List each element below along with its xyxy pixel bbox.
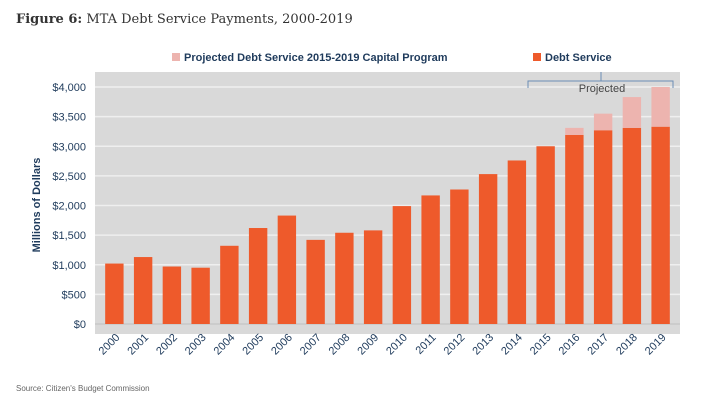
bar-debt-service [162, 266, 182, 324]
bar-debt-service [622, 127, 642, 324]
bar-projected [593, 113, 613, 131]
bar-debt-service [536, 146, 555, 324]
y-tick-label: $3,500 [52, 112, 86, 124]
y-tick-label: $1,500 [52, 230, 86, 242]
bar-debt-service [478, 174, 498, 324]
bar-debt-service [450, 189, 469, 324]
bar-debt-service [105, 263, 124, 324]
y-tick-label: $2,000 [52, 201, 86, 213]
bar-debt-service [392, 206, 412, 324]
legend-swatch-projected [172, 53, 180, 61]
x-tick-label: 2003 [183, 332, 209, 358]
y-tick-label: $1,000 [52, 260, 86, 272]
bar-debt-service [363, 230, 383, 324]
x-tick-label: 2015 [528, 332, 554, 358]
bar-debt-service [306, 239, 325, 324]
x-tick-label: 2010 [384, 332, 410, 358]
x-tick-label: 2018 [614, 332, 640, 358]
projected-bracket [527, 72, 674, 88]
y-tick-label: $4,000 [52, 82, 86, 94]
x-tick-label: 2013 [470, 332, 496, 358]
bar-debt-service [133, 257, 153, 324]
y-tick-label: $500 [62, 289, 86, 301]
x-tick-label: 2012 [442, 332, 468, 358]
x-tick-label: 2011 [414, 332, 439, 357]
x-tick-label: 2014 [499, 332, 525, 358]
bar-debt-service [220, 245, 239, 324]
bar-projected [622, 97, 642, 128]
bar-debt-service [421, 195, 440, 324]
x-tick-label: 2001 [125, 332, 151, 358]
y-axis-label: Millions of Dollars [31, 158, 43, 253]
bar-debt-service [335, 232, 354, 324]
y-tick-label: $3,000 [52, 141, 86, 153]
x-tick-label: 2016 [557, 332, 583, 358]
legend-swatch-debt-service [533, 53, 541, 61]
figure-title-text: MTA Debt Service Payments, 2000-2019 [86, 12, 353, 27]
x-tick-label: 2006 [269, 332, 295, 358]
figure-title: Figure 6: MTA Debt Service Payments, 200… [16, 12, 353, 27]
bar-debt-service [248, 228, 268, 324]
source-note: Source: Citizen's Budget Commission [16, 384, 150, 393]
x-tick-label: 2008 [327, 332, 353, 358]
legend: Projected Debt Service 2015-2019 Capital… [172, 52, 612, 64]
x-tick-label: 2002 [154, 332, 180, 358]
y-tick-label: $0 [74, 319, 86, 331]
projected-annotation: Projected [579, 83, 625, 95]
legend-label-debt-service: Debt Service [545, 52, 612, 64]
figure-number: Figure 6: [16, 12, 83, 27]
x-tick-label: 2000 [97, 332, 123, 358]
x-tick-label: 2019 [643, 332, 669, 358]
x-tick-label: 2004 [212, 332, 238, 358]
bar-debt-service [277, 215, 297, 324]
bar-debt-service [593, 130, 613, 324]
y-tick-label: $2,500 [52, 171, 86, 183]
bar-debt-service [507, 160, 527, 324]
x-tick-label: 2005 [240, 332, 266, 358]
x-tick-label: 2017 [585, 332, 611, 358]
legend-label-projected: Projected Debt Service 2015-2019 Capital… [184, 52, 448, 64]
bar-projected [651, 87, 670, 127]
bar-debt-service [565, 134, 584, 324]
bar-projected [565, 127, 584, 135]
x-tick-label: 2007 [298, 332, 324, 358]
bar-debt-service [651, 126, 670, 324]
bar-debt-service [191, 267, 210, 324]
x-tick-label: 2009 [355, 332, 381, 358]
